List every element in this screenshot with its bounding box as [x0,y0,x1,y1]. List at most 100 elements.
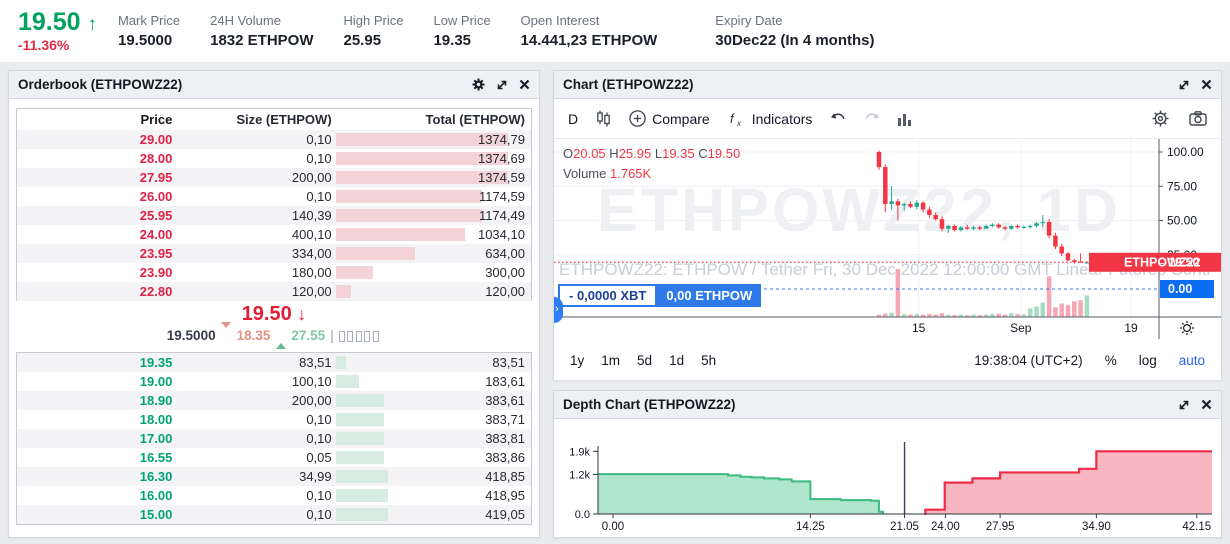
bid-row[interactable]: 19.35 83,51 83,51 [17,353,531,372]
ask-row[interactable]: 23.95 334,00 634,00 [17,244,531,263]
candlestick-chart[interactable]: 100.0075.0050.0025.0015Sep19ETHPOWZ22–19… [554,139,1221,341]
screenshot-camera-icon[interactable] [1189,111,1207,126]
timezone-sun-icon[interactable] [1180,321,1194,335]
clock-timezone[interactable]: 19:38:04 (UTC+2) [974,353,1083,368]
size-cell: 120,00 [291,284,332,299]
bids-list: 19.35 83,51 83,51 19.00 100,10 183,61 18.90 200… [17,353,531,524]
candle-body [1027,225,1033,228]
settings-gear-icon[interactable] [472,78,485,91]
badge-dash: – [1158,257,1165,269]
orderbook-bids-table: 19.35 83,51 83,51 19.00 100,10 183,61 18.90 200… [16,352,532,525]
chart-plot-area[interactable]: ETHPOWZ22, 1D ETHPOWZ22: ETHPOW / Tether… [554,139,1221,341]
expand-icon[interactable] [1178,79,1190,91]
depth-bar [335,356,347,369]
ask-row[interactable]: 22.80 120,00 120,00 [17,282,531,301]
range-1y-button[interactable]: 1y [570,353,585,368]
ask-row[interactable]: 23.90 180,00 300,00 [17,263,531,282]
volume-bar [1059,303,1064,317]
candle-body [1040,221,1046,224]
volume-bar [983,314,989,317]
bid-row[interactable]: 16.00 0,10 418,95 [17,486,531,505]
compare-button[interactable]: Compare [629,110,710,127]
total-cell: 1374,79 [335,132,531,147]
size-cell: 180,00 [291,265,332,280]
range-1m-button[interactable]: 1m [601,353,621,368]
bid-row[interactable]: 18.90 200,00 383,61 [17,391,531,410]
total-cell: 383,81 [335,431,531,446]
mid-last-price: 19.50 ↓ [241,303,307,325]
orderbook-header: Orderbook (ETHPOWZ22) [9,71,539,99]
orderbook-column-headers: Price Size (ETHPOW) Total (ETHPOW) [17,109,531,130]
expand-icon[interactable] [496,79,508,91]
ask-row[interactable]: 28.00 0,10 1374,69 [17,149,531,168]
size-cell: 200,00 [291,393,332,408]
log-scale-button[interactable]: log [1138,353,1157,368]
ask-row[interactable]: 27.95 200,00 1374,59 [17,168,531,187]
candle-body [895,201,901,206]
ask-row[interactable]: 29.00 0,10 1374,79 [17,130,531,149]
range-1d-button[interactable]: 1d [669,353,685,368]
column-header-total: Total (ETHPOW) [425,112,525,127]
last-price-ticker: 19.50 ↑ -11.36% [18,9,118,52]
volume-bar [1065,305,1071,317]
close-icon[interactable] [519,79,530,90]
compare-plus-icon [629,110,646,127]
ohlc-legend: O20.05 H25.95 L19.35 C19.50 Volume 1.765… [563,146,741,181]
bid-row[interactable]: 15.00 0,10 419,05 [17,505,531,524]
candle-body [1065,253,1071,261]
asks-area [924,451,1212,514]
price-cell: 18.90 [139,393,173,408]
price-cell: 17.00 [139,431,173,446]
price-cell: 19.35 [139,355,173,370]
percent-scale-button[interactable]: % [1104,353,1117,368]
ask-row[interactable]: 26.00 0,10 1174,59 [17,187,531,206]
bid-row[interactable]: 16.55 0,05 383,86 [17,448,531,467]
last-price-value: 19.50 [18,8,81,37]
bid-row[interactable]: 16.30 34,99 418,85 [17,467,531,486]
ethpow-badge: 0,00 ETHPOW [657,284,762,307]
svg-text:f: f [730,111,735,126]
depth-bar [335,190,483,203]
volume-bar [927,314,932,317]
price-tick-label: 100.00 [1167,145,1204,159]
volume-bar [964,315,970,317]
depth-bar [335,285,351,298]
bid-row[interactable]: 17.00 0,10 383,81 [17,429,531,448]
volume-bar [1078,300,1083,317]
chart-header: Chart (ETHPOWZ22) [554,71,1221,99]
size-cell: 34,99 [299,469,332,484]
candle-body [920,202,926,210]
chart-style-candles-button[interactable] [596,110,611,127]
close-icon[interactable] [1201,79,1212,90]
panel-expand-tab[interactable] [554,297,563,323]
price-cell: 25.95 [139,208,173,223]
column-header-price: Price [140,112,173,127]
interval-button[interactable]: D [568,110,579,127]
bid-row[interactable]: 19.00 100,10 183,61 [17,372,531,391]
bid-row[interactable]: 18.00 0,10 383,71 [17,410,531,429]
ask-row[interactable]: 24.00 400,10 1034,10 [17,225,531,244]
auto-scale-button[interactable]: auto [1178,353,1205,368]
ask-row[interactable]: 25.95 140,39 1174,49 [17,206,531,225]
session-high-marker-icon [275,328,286,349]
depth-chart[interactable]: 1.9k 1.2k 0.0 0.00 14.25 21.05 24.00 27.95 34.90… [554,420,1221,538]
candle-body [958,227,964,231]
volume-columns-button[interactable] [898,112,912,126]
chart-settings-gear-icon[interactable] [1152,110,1169,127]
range-5h-button[interactable]: 5h [701,353,717,368]
undo-button[interactable] [830,112,846,125]
line [1190,322,1193,325]
close-icon[interactable] [1201,399,1212,410]
depth-chart-title: Depth Chart (ETHPOWZ22) [563,397,736,412]
candle-body [977,227,983,229]
expand-icon[interactable] [1178,399,1190,411]
range-5d-button[interactable]: 5d [637,353,653,368]
price-down-arrow-icon: ↓ [297,304,307,324]
price-cell: 19.00 [139,374,173,389]
bar-columns-icon [898,113,912,126]
redo-button[interactable] [864,112,880,125]
depth-x-label: 42.15 [1182,521,1211,533]
orderbook-asks-table: Price Size (ETHPOW) Total (ETHPOW) 29.00… [16,108,532,301]
price-cell: 29.00 [139,132,173,147]
